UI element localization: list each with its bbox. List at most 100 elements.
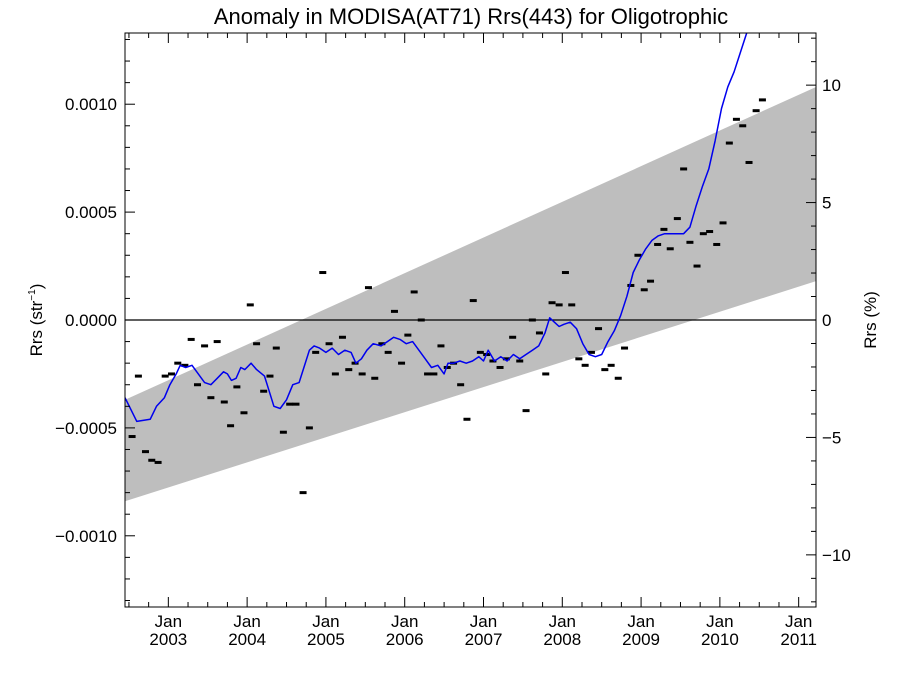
anomaly-marker-5 (161, 374, 169, 378)
x-tick-label-month-0: Jan (155, 612, 182, 631)
y2-tick-label-4: −10 (822, 546, 851, 565)
anomaly-marker-6 (167, 372, 175, 376)
anomaly-marker-28 (312, 350, 320, 354)
anomaly-marker-75 (621, 346, 629, 350)
anomaly-marker-18 (246, 303, 254, 307)
anomaly-marker-8 (181, 363, 189, 367)
anomaly-marker-89 (713, 242, 721, 246)
anomaly-marker-41 (398, 361, 406, 365)
anomaly-marker-42 (404, 333, 412, 337)
plot-area: Jan2003Jan2004Jan2005Jan2006Jan2007Jan20… (55, 32, 851, 649)
x-tick-label-year-0: 2003 (149, 630, 187, 649)
anomaly-marker-53 (476, 350, 484, 354)
x-tick-label-month-3: Jan (391, 612, 418, 631)
anomaly-marker-27 (305, 426, 313, 430)
anomaly-marker-66 (561, 271, 569, 275)
anomaly-marker-7 (174, 361, 182, 365)
anomaly-marker-48 (443, 365, 451, 369)
anomaly-marker-90 (719, 221, 727, 225)
anomaly-marker-21 (266, 374, 274, 378)
anomaly-marker-16 (233, 385, 241, 389)
anomaly-marker-37 (371, 376, 379, 380)
anomaly-marker-20 (260, 389, 268, 393)
anomaly-marker-9 (187, 337, 195, 341)
anomaly-marker-56 (496, 365, 504, 369)
anomaly-marker-19 (253, 342, 261, 346)
x-tick-label-month-7: Jan (706, 612, 733, 631)
y-tick-label-0: 0.0010 (65, 95, 117, 114)
anomaly-marker-93 (739, 124, 747, 128)
anomaly-marker-47 (437, 344, 445, 348)
anomaly-marker-10 (193, 383, 201, 387)
anomaly-marker-33 (345, 368, 353, 372)
anomaly-marker-67 (568, 303, 576, 307)
y-axis-label: Rrs (str−1) (27, 284, 46, 357)
y2-tick-label-3: −5 (822, 428, 841, 447)
anomaly-marker-35 (358, 372, 366, 376)
anomaly-marker-91 (725, 141, 733, 145)
anomaly-marker-17 (240, 411, 248, 415)
anomaly-marker-13 (213, 340, 221, 344)
anomaly-marker-50 (457, 383, 465, 387)
y-tick-label-1: 0.0005 (65, 203, 117, 222)
x-tick-label-month-2: Jan (312, 612, 339, 631)
anomaly-marker-92 (732, 117, 740, 121)
anomaly-marker-85 (686, 240, 694, 244)
anomaly-marker-38 (378, 342, 386, 346)
anomaly-marker-79 (647, 279, 655, 283)
anomaly-marker-29 (319, 271, 327, 275)
anomaly-marker-22 (272, 346, 280, 350)
x-tick-label-year-7: 2010 (701, 630, 739, 649)
anomaly-marker-96 (758, 98, 766, 102)
anomaly-marker-55 (489, 359, 497, 363)
anomaly-marker-95 (752, 109, 760, 113)
x-tick-label-year-6: 2009 (622, 630, 660, 649)
anomaly-marker-32 (338, 335, 346, 339)
anomaly-marker-81 (660, 227, 668, 231)
x-tick-label-month-6: Jan (627, 612, 654, 631)
anomaly-marker-24 (286, 402, 294, 406)
anomaly-marker-84 (680, 167, 688, 171)
anomaly-marker-80 (654, 242, 662, 246)
y2-tick-label-1: 5 (822, 194, 831, 213)
anomaly-marker-15 (227, 424, 235, 428)
anomaly-marker-57 (502, 357, 510, 361)
anomaly-marker-46 (430, 372, 438, 376)
svg-text:Rrs (str−1): Rrs (str−1) (27, 284, 46, 357)
anomaly-marker-94 (745, 160, 753, 164)
anomaly-marker-82 (666, 247, 674, 251)
anomaly-marker-39 (384, 350, 392, 354)
anomaly-marker-52 (469, 299, 477, 303)
smoothed-line (125, 33, 748, 423)
chart-title: Anomaly in MODISA(AT71) Rrs(443) for Oli… (214, 4, 728, 29)
x-tick-label-month-4: Jan (470, 612, 497, 631)
anomaly-marker-51 (463, 417, 471, 421)
x-tick-label-year-3: 2006 (386, 630, 424, 649)
anomaly-marker-64 (548, 301, 556, 305)
anomaly-marker-43 (410, 290, 418, 294)
x-tick-label-year-2: 2005 (307, 630, 345, 649)
anomaly-marker-86 (693, 264, 701, 268)
anomaly-marker-2 (141, 450, 149, 454)
anomaly-marker-4 (154, 460, 162, 464)
anomaly-marker-62 (535, 331, 543, 335)
anomaly-marker-74 (614, 376, 622, 380)
y-tick-label-3: −0.0005 (55, 419, 117, 438)
anomaly-marker-68 (575, 357, 583, 361)
x-tick-label-year-1: 2004 (228, 630, 266, 649)
y-tick-label-2: 0.0000 (65, 311, 117, 330)
anomaly-marker-26 (299, 491, 307, 495)
x-tick-label-month-5: Jan (549, 612, 576, 631)
anomaly-marker-59 (516, 359, 524, 363)
anomaly-marker-1 (134, 374, 142, 378)
anomaly-marker-63 (542, 372, 550, 376)
anomaly-marker-25 (292, 402, 300, 406)
anomaly-marker-77 (634, 253, 642, 257)
anomaly-marker-36 (364, 286, 372, 290)
x-tick-label-year-8: 2011 (780, 630, 817, 649)
x-tick-label-month-8: Jan (785, 612, 812, 631)
y2-tick-label-2: 0 (822, 311, 831, 330)
anomaly-marker-69 (581, 363, 589, 367)
anomaly-marker-87 (699, 232, 707, 236)
